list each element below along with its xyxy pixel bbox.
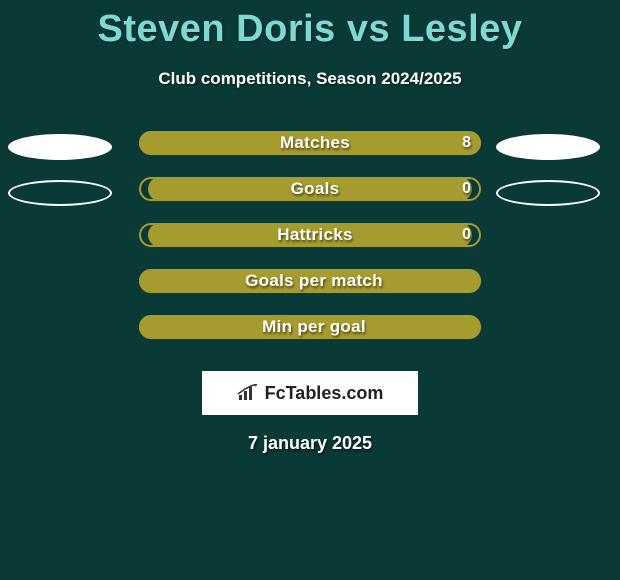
stat-row: Hattricks0 — [0, 223, 620, 269]
player-right-marker — [496, 134, 600, 160]
stat-value: 0 — [462, 180, 471, 198]
brand-logo: FcTables.com — [237, 383, 384, 404]
stat-label: Goals per match — [0, 271, 620, 291]
logo-box: FcTables.com — [202, 371, 418, 415]
stat-row: Goals0 — [0, 177, 620, 223]
stat-row: Min per goal — [0, 315, 620, 361]
page-subtitle: Club competitions, Season 2024/2025 — [0, 69, 620, 89]
brand-text: FcTables.com — [265, 383, 384, 404]
player-right-marker — [496, 180, 600, 206]
bar-chart-icon — [237, 384, 259, 402]
comparison-chart: Matches8Goals0Hattricks0Goals per matchM… — [0, 131, 620, 361]
player-left-marker — [8, 180, 112, 206]
stat-value: 8 — [462, 134, 471, 152]
player-left-marker — [8, 134, 112, 160]
page-title: Steven Doris vs Lesley — [0, 0, 620, 51]
stat-value: 0 — [462, 226, 471, 244]
footer-date: 7 january 2025 — [0, 433, 620, 454]
stat-row: Goals per match — [0, 269, 620, 315]
stat-label: Min per goal — [0, 317, 620, 337]
stat-label: Hattricks — [0, 225, 620, 245]
stat-row: Matches8 — [0, 131, 620, 177]
